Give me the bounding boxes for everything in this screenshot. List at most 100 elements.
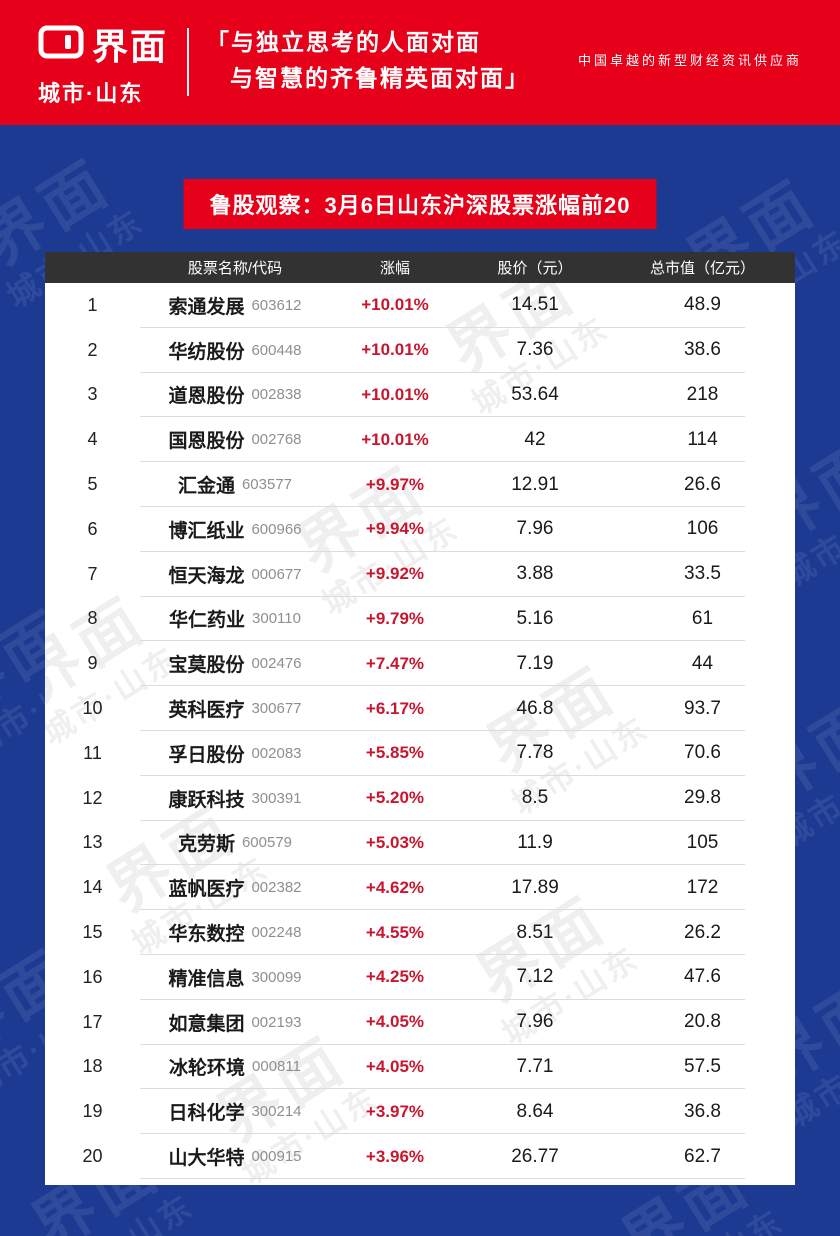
price-cell: 8.5: [521, 787, 549, 809]
stock-name: 日科化学: [168, 1103, 245, 1125]
price-cell: 17.89: [511, 876, 559, 898]
stock-code: 603577: [241, 476, 293, 494]
marketcap-cell: 105: [686, 831, 719, 853]
table-row: 3 道恩股份 002838 +10.01% 53.64 218: [45, 373, 795, 418]
price-cell: 26.77: [511, 1145, 559, 1167]
stock-code: 300677: [251, 700, 302, 718]
slogan-line1: 「与独立思考的人面对面: [206, 29, 481, 55]
stock-code: 002248: [251, 924, 302, 942]
stock-code: 600966: [251, 520, 302, 538]
rank-cell: 17: [82, 1011, 103, 1032]
table-row: 20 山大华特 000915 +3.96% 26.77 62.7: [45, 1134, 795, 1179]
marketcap-cell: 57.5: [684, 1055, 721, 1077]
stock-name: 精准信息: [168, 968, 245, 990]
name-cell: 孚日股份 002083: [140, 740, 330, 767]
name-cell: 山大华特 000915: [140, 1143, 330, 1170]
change-cell: +5.85%: [365, 743, 425, 763]
column-header-marketcap: 总市值（亿元）: [649, 260, 755, 277]
stock-name: 索通发展: [168, 296, 245, 318]
price-cell: 42: [524, 428, 546, 450]
rank-cell: 8: [87, 608, 98, 629]
table-row: 10 英科医疗 300677 +6.17% 46.8 93.7: [45, 686, 795, 731]
rank-cell: 19: [82, 1101, 103, 1122]
table-row: 5 汇金通 603577 +9.97% 12.91 26.6: [45, 462, 795, 507]
name-cell: 博汇纸业 600966: [140, 516, 330, 543]
brand-header: 界面 城市·山东 「与独立思考的人面对面 与智慧的齐鲁精英面对面」 中国卓越的新…: [0, 0, 840, 125]
table-row: 17 如意集团 002193 +4.05% 7.96 20.8: [45, 1000, 795, 1045]
marketcap-cell: 172: [686, 876, 719, 898]
change-cell: +4.25%: [365, 967, 425, 987]
name-cell: 蓝帆医疗 002382: [140, 874, 330, 901]
name-cell: 道恩股份 002838: [140, 381, 330, 408]
stock-name: 恒天海龙: [168, 565, 245, 587]
rank-cell: 13: [82, 832, 103, 853]
marketcap-cell: 29.8: [684, 787, 721, 809]
marketcap-cell: 218: [686, 383, 719, 405]
name-cell: 英科医疗 300677: [140, 695, 330, 722]
rank-cell: 10: [82, 698, 103, 719]
stock-table-card: 界面 城市·山东 界面 城市·山东 界面 城市·山东 界面 城市·山东 界面 城市·山东 …: [45, 252, 795, 1185]
change-cell: +7.47%: [365, 653, 425, 673]
stock-code: 603612: [251, 296, 302, 314]
stock-name: 国恩股份: [168, 431, 245, 453]
column-header-change: 涨幅: [379, 260, 410, 277]
price-cell: 7.36: [516, 339, 554, 361]
price-cell: 46.8: [516, 697, 554, 719]
slogan-line2: 与智慧的齐鲁精英面对面」: [230, 65, 530, 91]
table-row: 1 索通发展 603612 +10.01% 14.51 48.9: [45, 283, 795, 328]
change-cell: +10.01%: [361, 384, 429, 404]
name-cell: 克劳斯 600579: [140, 829, 330, 856]
price-cell: 53.64: [511, 383, 559, 405]
table-row: 12 康跃科技 300391 +5.20% 8.5 29.8: [45, 776, 795, 821]
rank-cell: 1: [87, 294, 98, 315]
price-cell: 7.19: [516, 652, 554, 674]
price-cell: 7.12: [516, 966, 554, 988]
marketcap-cell: 106: [686, 518, 719, 540]
table-row: 9 宝莫股份 002476 +7.47% 7.19 44: [45, 641, 795, 686]
stock-code: 002476: [251, 655, 302, 673]
name-cell: 国恩股份 002768: [140, 426, 330, 453]
table-row: 8 华仁药业 300110 +9.79% 5.16 61: [45, 597, 795, 642]
price-cell: 11.9: [517, 831, 553, 853]
price-cell: 5.16: [516, 607, 554, 629]
table-row: 15 华东数控 002248 +4.55% 8.51 26.2: [45, 910, 795, 955]
jiemian-logo-icon: [38, 25, 84, 64]
stock-name: 博汇纸业: [168, 520, 245, 542]
marketcap-cell: 114: [687, 428, 718, 450]
stock-name: 华纺股份: [168, 341, 245, 363]
brand-tagline: 中国卓越的新型财经资讯供应商: [577, 53, 802, 68]
table-row: 11 孚日股份 002083 +5.85% 7.78 70.6: [45, 731, 795, 776]
change-cell: +10.01%: [361, 295, 429, 315]
brand-slogan: 「与独立思考的人面对面 与智慧的齐鲁精英面对面」: [206, 24, 530, 96]
stock-code: 300214: [251, 1103, 302, 1121]
name-cell: 华纺股份 600448: [140, 337, 330, 364]
change-cell: +3.96%: [365, 1146, 425, 1166]
column-header-price: 股价（元）: [497, 260, 573, 277]
table-row: 7 恒天海龙 000677 +9.92% 3.88 33.5: [45, 552, 795, 597]
table-row: 6 博汇纸业 600966 +9.94% 7.96 106: [45, 507, 795, 552]
price-cell: 14.51: [511, 294, 559, 316]
name-cell: 恒天海龙 000677: [140, 561, 330, 588]
rank-cell: 7: [87, 563, 98, 584]
marketcap-cell: 44: [691, 652, 714, 674]
price-cell: 7.96: [516, 518, 554, 540]
stock-code: 000915: [251, 1148, 302, 1166]
rank-cell: 4: [87, 429, 98, 450]
name-cell: 宝莫股份 002476: [140, 650, 330, 677]
title-badge: 鲁股观察：3月6日山东沪深股票涨幅前20: [183, 179, 657, 229]
marketcap-cell: 26.2: [684, 921, 721, 943]
stock-code: 300110: [252, 610, 301, 628]
rank-cell: 15: [82, 922, 103, 943]
stock-code: 000677: [251, 565, 302, 583]
change-cell: +10.01%: [361, 429, 429, 449]
stock-name: 华仁药业: [169, 610, 246, 632]
stock-code: 300099: [251, 968, 302, 986]
stock-code: 002083: [251, 744, 302, 762]
marketcap-cell: 61: [691, 607, 714, 629]
rank-cell: 18: [82, 1056, 103, 1077]
marketcap-cell: 93.7: [684, 697, 721, 719]
table-row: 14 蓝帆医疗 002382 +4.62% 17.89 172: [45, 865, 795, 910]
stock-name: 华东数控: [168, 924, 245, 946]
price-cell: 7.71: [516, 1055, 554, 1077]
